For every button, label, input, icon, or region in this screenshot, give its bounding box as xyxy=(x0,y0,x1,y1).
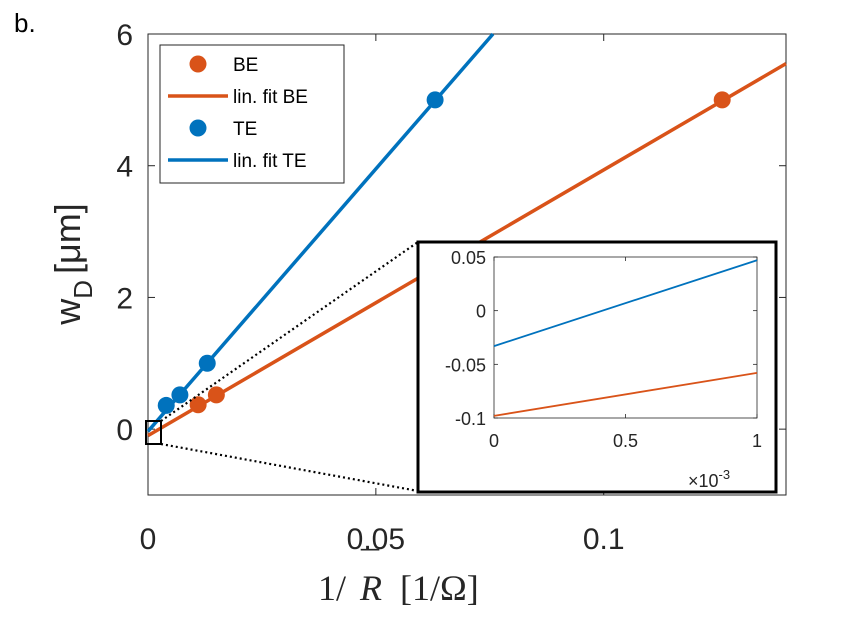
x-axis-label: 1/ R ¯ [1/Ω] xyxy=(318,544,479,608)
y-axis-label-base: w xyxy=(47,298,88,326)
inset-x-tick-label: 1 xyxy=(752,431,762,451)
zoom-connector-bottom xyxy=(160,442,419,493)
main-plot-frame xyxy=(147,33,787,496)
legend-label: TE xyxy=(233,119,257,140)
y-axis-label-sub: D xyxy=(68,280,98,299)
data-point-te xyxy=(171,386,189,404)
inset-y-tick-label: -0.1 xyxy=(455,409,486,429)
main-ticks xyxy=(147,33,786,495)
x-axis-label-r: R xyxy=(359,568,382,608)
y-axis-label-unit: [μm] xyxy=(47,203,88,274)
data-point-te xyxy=(157,396,175,414)
data-point-be xyxy=(189,396,207,414)
x-axis-label-bar: ¯ xyxy=(360,544,380,584)
legend-label: lin. fit BE xyxy=(233,87,308,108)
inset-ticks xyxy=(493,256,758,419)
inset-plot-frame xyxy=(493,256,758,419)
legend-label: lin. fit TE xyxy=(233,151,307,172)
zoom-connector-top xyxy=(160,241,419,422)
data-point-te xyxy=(198,354,216,372)
inset-panel: 0 0.5 1 -0.1 -0.05 0 0.05 ×10-3 xyxy=(416,240,778,494)
main-tick-labels: 0 0.05 0.1 0 2 4 6 xyxy=(116,19,624,556)
inset-y-tick-label: 0.05 xyxy=(451,248,486,268)
x-axis-label-rest: [1/Ω] xyxy=(400,568,479,608)
inset-series-line-lin-fit-be xyxy=(493,372,758,417)
y-tick-label: 4 xyxy=(116,151,133,184)
legend-marker-dot xyxy=(189,119,207,137)
x-tick-label: 0 xyxy=(140,523,157,556)
zoom-indicator xyxy=(145,241,419,493)
legend-entries: BE lin. fit BE TE lin. fit TE xyxy=(168,55,308,172)
x-tick-label: 0.1 xyxy=(583,523,625,556)
inset-x-tick-label: 0.5 xyxy=(613,431,638,451)
inset-series-line-lin-fit-te xyxy=(493,259,758,347)
y-tick-label: 6 xyxy=(116,19,133,52)
x-axis-label-one: 1/ xyxy=(318,568,346,608)
legend: BE lin. fit BE TE lin. fit TE xyxy=(159,44,345,184)
y-axis-label: wD [μm] xyxy=(47,203,98,326)
legend-marker-dot xyxy=(189,55,207,73)
inset-x-exponent-base: ×10 xyxy=(688,471,719,491)
inset-tick-labels: 0 0.5 1 -0.1 -0.05 0 0.05 xyxy=(445,248,762,451)
inset-x-exponent: ×10-3 xyxy=(688,467,730,491)
data-point-be xyxy=(207,386,225,404)
zoom-region-box xyxy=(145,420,162,445)
panel-label: b. xyxy=(14,8,36,38)
data-point-te xyxy=(426,91,444,109)
legend-label: BE xyxy=(233,55,258,76)
inset-y-tick-label: -0.05 xyxy=(445,355,486,375)
inset-series xyxy=(493,259,758,417)
data-point-be xyxy=(713,91,731,109)
inset-x-exponent-power: -3 xyxy=(719,467,731,482)
x-tick-label: 0.05 xyxy=(347,523,405,556)
y-tick-label: 2 xyxy=(116,282,133,315)
inset-x-tick-label: 0 xyxy=(489,431,499,451)
y-tick-label: 0 xyxy=(116,414,133,447)
inset-y-tick-label: 0 xyxy=(476,302,486,322)
